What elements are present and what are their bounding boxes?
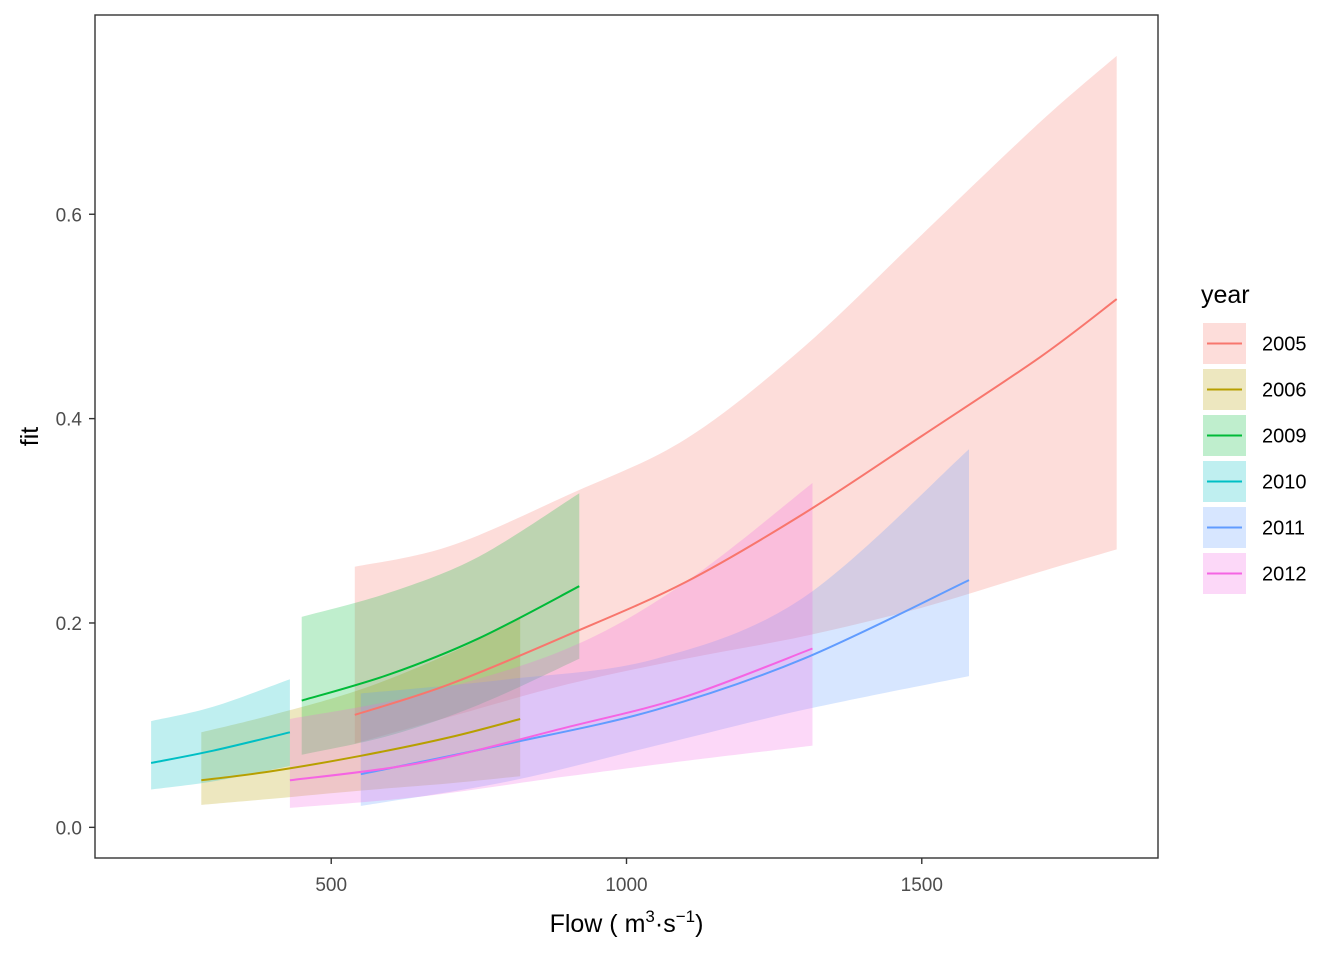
legend-title: year — [1201, 281, 1250, 309]
legend-label-2010: 2010 — [1262, 472, 1307, 494]
x-axis-title: Flow ( m3·s−1) — [550, 907, 704, 938]
y-tick-label-0: 0.0 — [56, 818, 82, 839]
y-tick-label-0.4: 0.4 — [56, 410, 83, 431]
line-2006 — [201, 718, 521, 782]
band-2005 — [354, 55, 1117, 744]
legend-label-2011: 2011 — [1262, 518, 1305, 540]
legend-label-2005: 2005 — [1262, 334, 1307, 356]
x-tick-label-500: 500 — [315, 875, 347, 896]
band-2012 — [289, 483, 813, 808]
x-tick-label-1000: 1000 — [605, 875, 647, 896]
band-2009 — [301, 493, 580, 755]
y-axis-title: fit — [16, 427, 44, 447]
legend-label-2012: 2012 — [1262, 564, 1307, 586]
line-2012 — [289, 647, 813, 782]
band-2011 — [360, 449, 969, 806]
x-axis-title-superscript-1: 3 — [645, 907, 654, 926]
x-axis-title-main: Flow ( m — [550, 910, 646, 938]
confidence-bands — [151, 55, 1117, 808]
line-2010 — [150, 731, 291, 764]
band-2010 — [151, 679, 290, 790]
x-axis-title-superscript-2: −1 — [676, 907, 695, 926]
legend-label-2009: 2009 — [1262, 426, 1307, 448]
legend-label-2006: 2006 — [1262, 380, 1307, 402]
fit-lines — [150, 298, 1118, 782]
line-2009 — [301, 585, 580, 702]
y-axis: 0.0 0.2 0.4 0.6 — [56, 205, 95, 839]
y-tick-label-0.2: 0.2 — [56, 614, 82, 635]
x-axis: 500 1000 1500 — [315, 858, 943, 896]
x-tick-label-1500: 1500 — [901, 875, 943, 896]
line-2005 — [354, 298, 1118, 716]
x-axis-title-end: ) — [695, 910, 703, 938]
y-tick-label-0.6: 0.6 — [56, 205, 82, 226]
x-axis-title-middle: ·s — [655, 910, 676, 938]
legend: year 2005 2006 2009 2010 2011 2012 — [1201, 281, 1307, 594]
